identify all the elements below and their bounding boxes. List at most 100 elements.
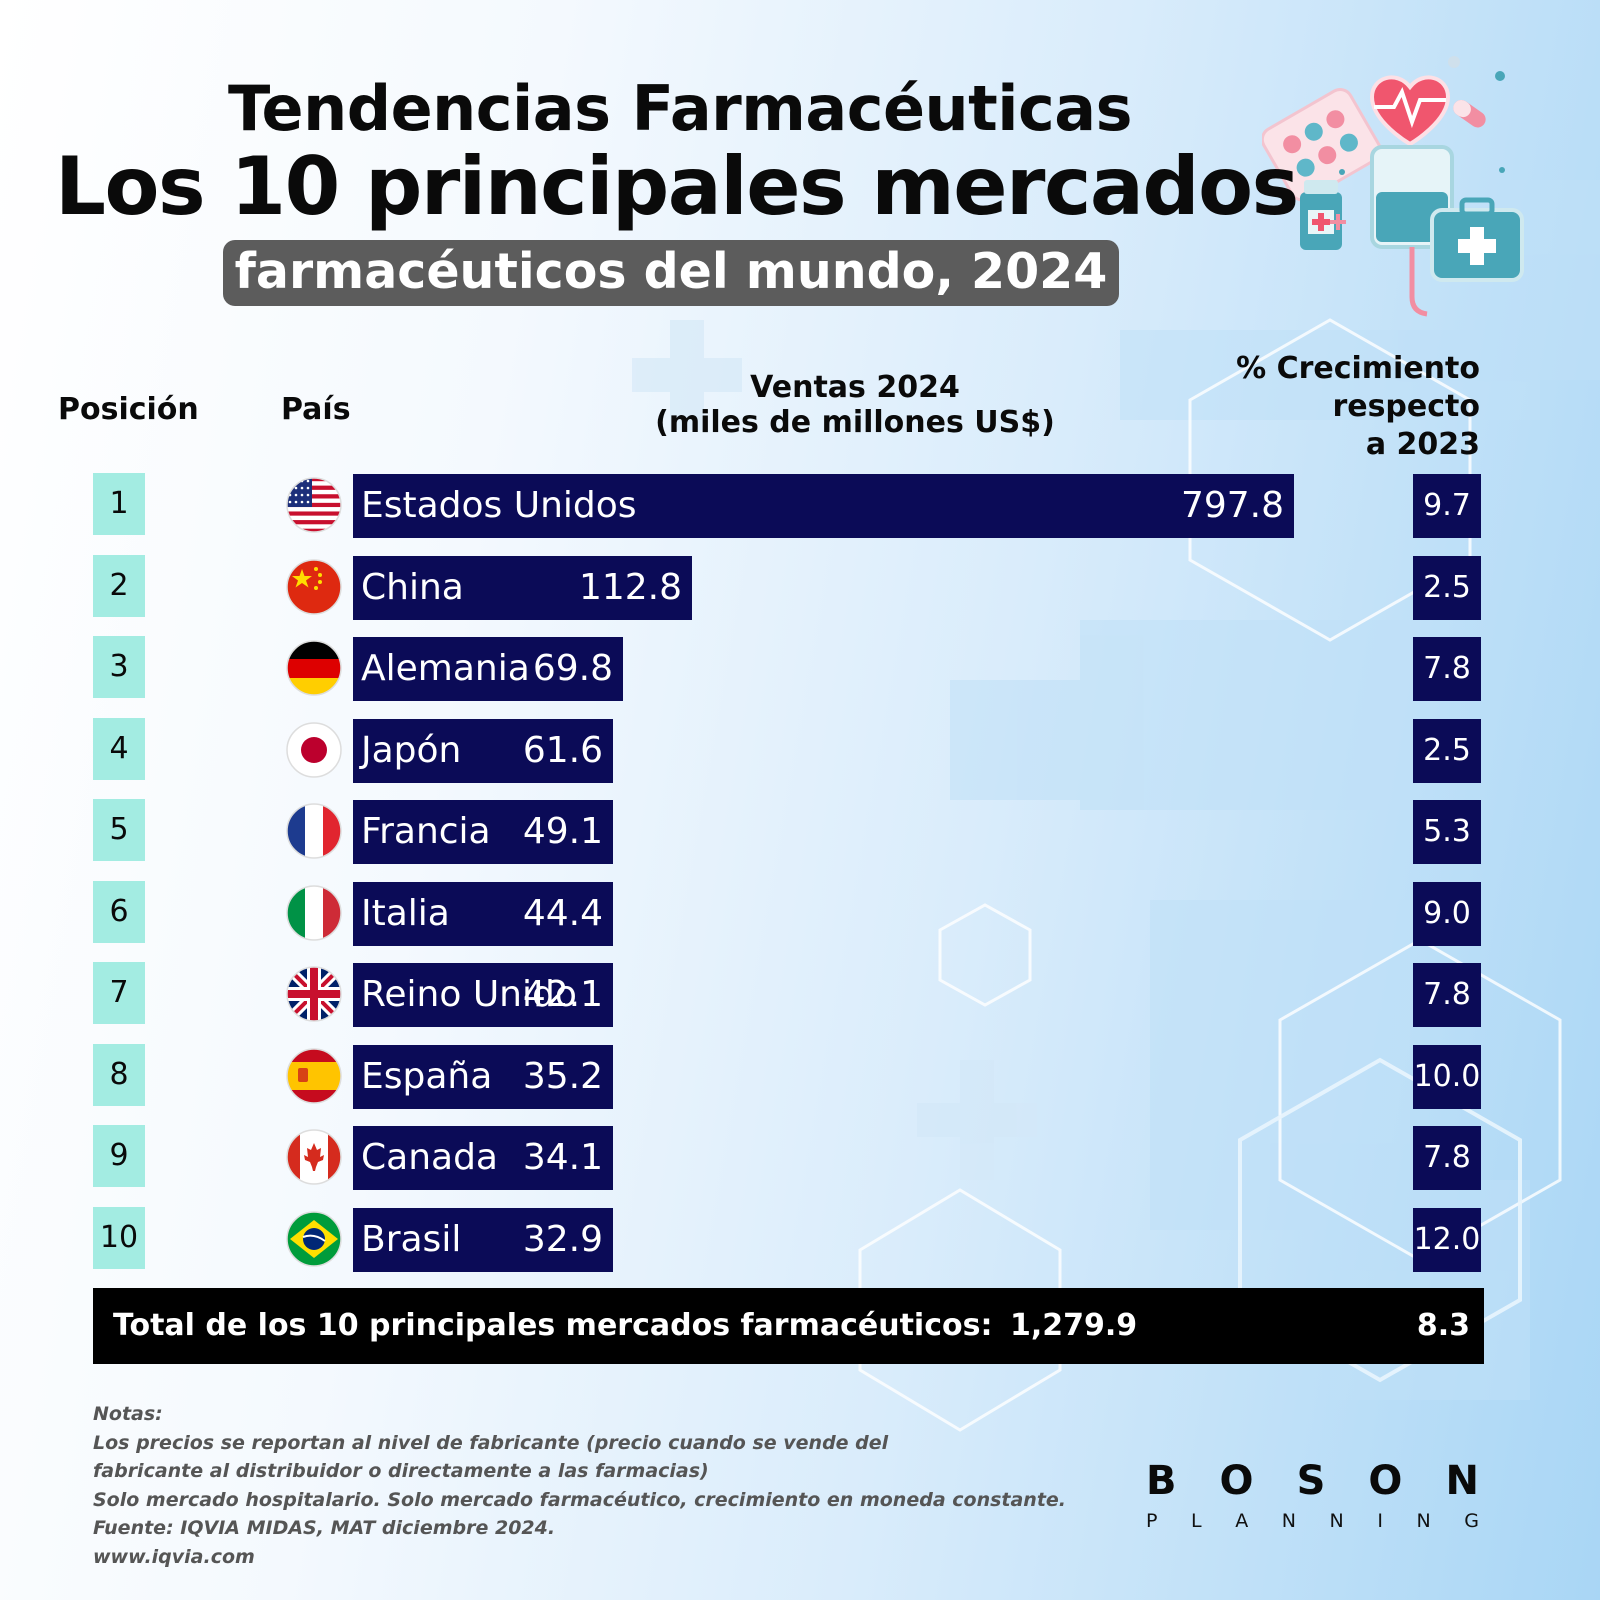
- jp-flag-icon: [286, 722, 342, 778]
- bar-value-label: 34.1: [522, 1137, 603, 1178]
- bar-value-label: 44.4: [522, 893, 603, 934]
- total-row: Total de los 10 principales mercados far…: [93, 1288, 1484, 1364]
- rank-cell: 3: [93, 636, 145, 698]
- column-header-country: País: [281, 392, 351, 427]
- country-label: Japón: [361, 730, 462, 771]
- logo-letter: A: [1235, 1510, 1249, 1532]
- logo-letter: L: [1191, 1510, 1202, 1532]
- logo-letter: N: [1329, 1510, 1344, 1532]
- growth-cell: 7.8: [1413, 637, 1481, 701]
- it-flag-icon: [286, 885, 342, 941]
- logo-letter: B: [1146, 1458, 1177, 1504]
- country-label: Estados Unidos: [361, 485, 637, 526]
- ca-flag-icon: [286, 1129, 342, 1185]
- br-flag-icon: [286, 1211, 342, 1267]
- logo-letter: N: [1416, 1510, 1431, 1532]
- heart-icon: [1369, 75, 1451, 147]
- column-header-sales: Ventas 2024 (miles de millones US$): [620, 370, 1090, 440]
- de-flag-icon: [286, 640, 342, 696]
- bar: [353, 800, 613, 864]
- gb-flag-icon: [286, 966, 342, 1022]
- column-header-growth: % Crecimiento respecto a 2023: [1160, 350, 1480, 464]
- column-header-position: Posición: [58, 392, 199, 427]
- country-label: Francia: [361, 811, 491, 852]
- country-label: Reino Unido: [361, 974, 577, 1015]
- notes-heading: Notas:: [93, 1403, 163, 1425]
- rank-cell: 8: [93, 1044, 145, 1106]
- title-line-1: Tendencias Farmacéuticas: [227, 72, 1133, 145]
- pill-blister-icon: [1262, 87, 1382, 202]
- bar: [353, 637, 623, 701]
- growth-header-line-2: respecto: [1332, 389, 1480, 424]
- fr-flag-icon: [286, 803, 342, 859]
- growth-header-line-3: a 2023: [1365, 427, 1480, 462]
- sales-header-line-2: (miles de millones US$): [655, 405, 1055, 440]
- us-flag-icon: [286, 477, 342, 533]
- total-growth: 8.3: [1416, 1308, 1470, 1343]
- growth-cell: 2.5: [1413, 719, 1481, 783]
- cn-flag-icon: [286, 559, 342, 615]
- bar: [353, 1208, 613, 1272]
- rank-cell: 7: [93, 962, 145, 1024]
- logo-letter: N: [1445, 1458, 1479, 1504]
- growth-cell: 2.5: [1413, 556, 1481, 620]
- notes: Notas: Los precios se reportan al nivel …: [93, 1400, 1066, 1571]
- pharma-illustration-icon: [1262, 56, 1524, 317]
- logo-letter: N: [1281, 1510, 1296, 1532]
- growth-header-line-1: % Crecimiento: [1236, 351, 1480, 386]
- bar-value-label: 112.8: [578, 567, 682, 608]
- total-label: Total de los 10 principales mercados far…: [113, 1308, 993, 1343]
- logo-letter: O: [1368, 1458, 1403, 1504]
- total-value: 1,279.9: [1010, 1308, 1138, 1343]
- rank-cell: 1: [93, 473, 145, 535]
- rank-cell: 9: [93, 1125, 145, 1187]
- logo-letter: O: [1219, 1458, 1254, 1504]
- bar-value-label: 797.8: [1180, 485, 1284, 526]
- bar-value-label: 69.8: [532, 648, 613, 689]
- bar: [353, 882, 613, 946]
- country-label: España: [361, 1056, 493, 1097]
- country-label: Italia: [361, 893, 450, 934]
- growth-cell: 5.3: [1413, 800, 1481, 864]
- sales-header-line-1: Ventas 2024: [750, 370, 960, 405]
- bar: [353, 474, 1294, 538]
- capsule-icon: [1453, 99, 1486, 128]
- growth-cell: 9.0: [1413, 882, 1481, 946]
- bar-value-label: 61.6: [522, 730, 603, 771]
- country-label: China: [361, 567, 464, 608]
- notes-line-2: fabricante al distribuidor o directament…: [93, 1460, 709, 1482]
- bar: [353, 1126, 613, 1190]
- bar-value-label: 42.1: [522, 974, 603, 1015]
- bar-value-label: 32.9: [522, 1219, 603, 1260]
- logo-letter: P: [1146, 1510, 1158, 1532]
- bar-value-label: 49.1: [522, 811, 603, 852]
- notes-line-4: Fuente: IQVIA MIDAS, MAT diciembre 2024.: [93, 1517, 556, 1539]
- country-label: Canada: [361, 1137, 498, 1178]
- growth-cell: 12.0: [1413, 1208, 1481, 1272]
- medicine-bottle-icon: [1300, 180, 1342, 250]
- growth-cell: 7.8: [1413, 1126, 1481, 1190]
- country-label: Alemania: [361, 648, 530, 689]
- rank-cell: 2: [93, 555, 145, 617]
- title-line-3: farmacéuticos del mundo, 2024: [223, 240, 1119, 306]
- rank-cell: 10: [93, 1207, 145, 1269]
- bar-value-label: 35.2: [522, 1056, 603, 1097]
- logo-letter: G: [1464, 1510, 1479, 1532]
- notes-line-3: Solo mercado hospitalario. Solo mercado …: [93, 1488, 1067, 1511]
- growth-cell: 7.8: [1413, 963, 1481, 1027]
- bar: [353, 963, 613, 1027]
- growth-cell: 10.0: [1413, 1045, 1481, 1109]
- growth-cell: 9.7: [1413, 474, 1481, 538]
- logo-letter: I: [1377, 1510, 1383, 1532]
- title-line-2: Los 10 principales mercados: [55, 140, 1299, 233]
- notes-line-1: Los precios se reportan al nivel de fabr…: [93, 1431, 889, 1454]
- country-label: Brasil: [361, 1219, 462, 1260]
- rank-cell: 4: [93, 718, 145, 780]
- rank-cell: 6: [93, 881, 145, 943]
- es-flag-icon: [286, 1048, 342, 1104]
- bar: [353, 556, 692, 620]
- bar: [353, 1045, 613, 1109]
- first-aid-kit-icon: [1430, 197, 1524, 282]
